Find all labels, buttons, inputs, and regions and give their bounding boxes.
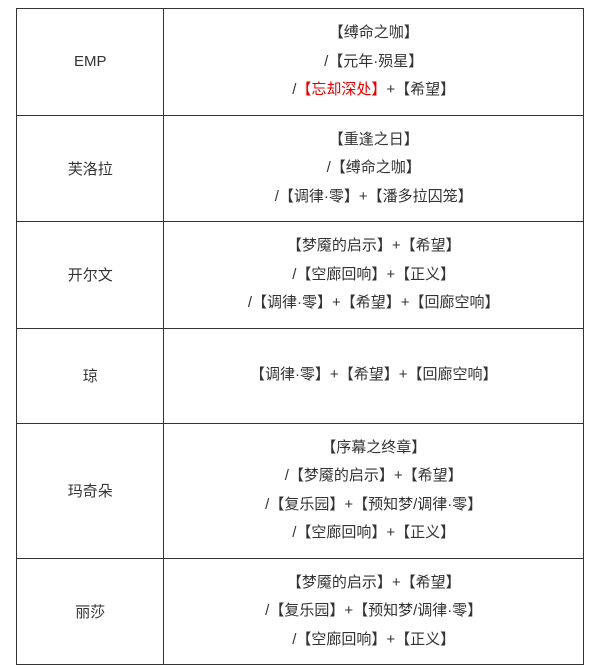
content-line: /【梦魇的启示】+【希望】 xyxy=(170,462,577,491)
content-text: +【希望】 xyxy=(386,81,455,98)
content-text: /【复乐园】+【预知梦/调律·零】 xyxy=(265,602,482,619)
content-text: /【空廊回响】+【正义】 xyxy=(292,631,455,648)
content-text: /【空廊回响】+【正义】 xyxy=(292,524,455,541)
content-line: 【序幕之终章】 xyxy=(170,434,577,463)
content-line: 【调律·零】+【希望】+【回廊空响】 xyxy=(170,361,577,390)
row-name: 开尔文 xyxy=(17,222,164,329)
content-line: 【缚命之咖】 xyxy=(170,19,577,48)
content-line: 【梦魇的启示】+【希望】 xyxy=(170,232,577,261)
row-name: EMP xyxy=(17,9,164,116)
content-line: /【空廊回响】+【正义】 xyxy=(170,519,577,548)
content-text: 【缚命之咖】 xyxy=(329,24,419,41)
build-table: EMP 【缚命之咖】 /【元年·殒星】 /【忘却深处】+【希望】芙洛拉 【重逢之日】 /【… xyxy=(16,8,584,665)
row-name: 玛奇朵 xyxy=(17,423,164,558)
content-text: 【重逢之日】 xyxy=(329,131,419,148)
content-line: /【调律·零】+【希望】+【回廊空响】 xyxy=(170,289,577,318)
row-content: 【缚命之咖】 /【元年·殒星】 /【忘却深处】+【希望】 xyxy=(164,9,584,116)
content-line: 【重逢之日】 xyxy=(170,126,577,155)
content-text: 【梦魇的启示】+【希望】 xyxy=(287,237,461,254)
content-line: 【梦魇的启示】+【希望】 xyxy=(170,569,577,598)
content-text: 【调律·零】+【希望】+【回廊空响】 xyxy=(250,366,498,383)
content-text: /【梦魇的启示】+【希望】 xyxy=(285,467,463,484)
content-text: /【元年·殒星】 xyxy=(324,53,423,70)
table-row: 开尔文 【梦魇的启示】+【希望】 /【空廊回响】+【正义】 /【调律·零】+【希望】+… xyxy=(17,222,584,329)
content-line: /【空廊回响】+【正义】 xyxy=(170,261,577,290)
row-content: 【调律·零】+【希望】+【回廊空响】 xyxy=(164,328,584,423)
content-line: /【复乐园】+【预知梦/调律·零】 xyxy=(170,491,577,520)
content-line: /【调律·零】+【潘多拉囚笼】 xyxy=(170,183,577,212)
content-line: /【复乐园】+【预知梦/调律·零】 xyxy=(170,597,577,626)
content-text: /【缚命之咖】 xyxy=(327,159,421,176)
row-content: 【梦魇的启示】+【希望】 /【空廊回响】+【正义】 /【调律·零】+【希望】+【回廊… xyxy=(164,222,584,329)
content-text: /【复乐园】+【预知梦/调律·零】 xyxy=(265,496,482,513)
row-name: 芙洛拉 xyxy=(17,115,164,222)
table-row: EMP 【缚命之咖】 /【元年·殒星】 /【忘却深处】+【希望】 xyxy=(17,9,584,116)
content-text: /【空廊回响】+【正义】 xyxy=(292,266,455,283)
content-line: /【忘却深处】+【希望】 xyxy=(170,76,577,105)
table-row: 琼 【调律·零】+【希望】+【回廊空响】 xyxy=(17,328,584,423)
content-line: /【空廊回响】+【正义】 xyxy=(170,626,577,655)
row-name: 琼 xyxy=(17,328,164,423)
row-content: 【梦魇的启示】+【希望】 /【复乐园】+【预知梦/调律·零】 /【空廊回响】+【正义… xyxy=(164,558,584,665)
table-row: 芙洛拉 【重逢之日】 /【缚命之咖】 /【调律·零】+【潘多拉囚笼】 xyxy=(17,115,584,222)
table-row: 玛奇朵 【序幕之终章】 /【梦魇的启示】+【希望】 /【复乐园】+【预知梦/调律·零】… xyxy=(17,423,584,558)
content-text: /【调律·零】+【潘多拉囚笼】 xyxy=(275,188,473,205)
content-text: 【梦魇的启示】+【希望】 xyxy=(287,574,461,591)
content-line: /【缚命之咖】 xyxy=(170,154,577,183)
content-text: 【序幕之终章】 xyxy=(321,439,426,456)
content-line: /【元年·殒星】 xyxy=(170,48,577,77)
row-content: 【重逢之日】 /【缚命之咖】 /【调律·零】+【潘多拉囚笼】 xyxy=(164,115,584,222)
row-content: 【序幕之终章】 /【梦魇的启示】+【希望】 /【复乐园】+【预知梦/调律·零】 /【空… xyxy=(164,423,584,558)
content-text: /【调律·零】+【希望】+【回廊空响】 xyxy=(248,294,500,311)
row-name: 丽莎 xyxy=(17,558,164,665)
table-row: 丽莎 【梦魇的启示】+【希望】 /【复乐园】+【预知梦/调律·零】 /【空廊回响】+【… xyxy=(17,558,584,665)
highlight-text: 【忘却深处】 xyxy=(296,81,386,98)
